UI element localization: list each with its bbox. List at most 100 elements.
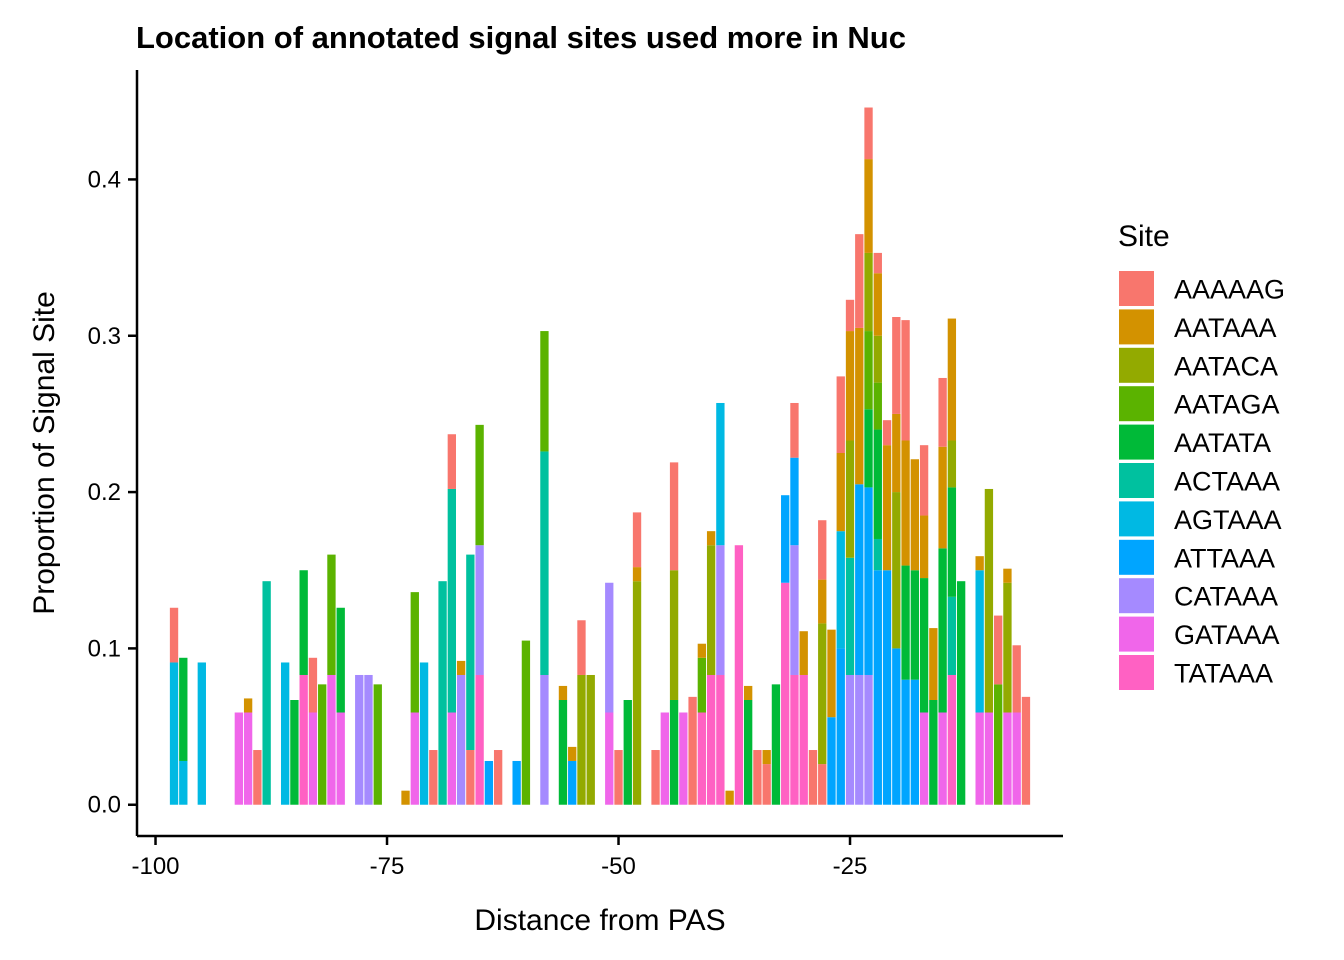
y-tick-label: 0.0 (88, 792, 121, 819)
bar-segment-x37-tataaa-0 (734, 545, 744, 805)
bar-segment-x32-attaaa-1 (781, 495, 790, 583)
x-tick-label: -50 (601, 853, 636, 880)
bar-segment-x90-aataaa-1 (243, 698, 253, 713)
bar-segment-x56-aataaa-1 (558, 685, 568, 700)
bar-segment-x23-aataaa-5 (864, 159, 873, 253)
bar-segment-x54-aataca-0 (577, 674, 586, 805)
bar-segment-x72-gataaa-0 (410, 712, 419, 805)
bar-segment-x85-aatata-0 (290, 700, 299, 805)
bar-segment-x16-aatata-0 (929, 700, 938, 805)
bar-segment-x34-aaaaag-0 (762, 764, 771, 805)
bar-segment-x66-aaaaag-0 (466, 750, 475, 805)
bar-segment-x24-attaaa-1 (855, 484, 864, 675)
bar-segment-x58-aataga-2 (540, 331, 549, 452)
legend-swatch-cataaa (1119, 578, 1154, 614)
legend-swatch-tataaa (1119, 655, 1154, 690)
bar-segment-x22-aataga-3 (873, 382, 882, 430)
bar-segment-x56-aatata-0 (558, 700, 568, 805)
bar-segment-x48-aataaa-1 (632, 567, 642, 582)
bar-segment-x51-cataaa-1 (605, 582, 614, 713)
legend-label-aataaa: AATAAA (1174, 313, 1277, 343)
bar-segment-x97-agtaaa-0 (179, 760, 188, 805)
legend-swatch-gataaa (1119, 616, 1154, 652)
bar-segment-x44-aatata-0 (669, 700, 679, 805)
bar-segment-x55-attaaa-0 (568, 760, 577, 805)
bar-segment-x41-aataaa-2 (697, 643, 707, 658)
bar-segment-x15-aatata-1 (938, 548, 947, 713)
bar-segment-x90-gataaa-0 (243, 712, 253, 805)
bar-segment-x65-aataga-2 (475, 424, 484, 546)
bar-segment-x30-aataaa-1 (799, 631, 808, 675)
bar-segment-x81-gataaa-0 (327, 674, 336, 805)
bar-segment-x22-actaaa-1 (873, 538, 882, 571)
bar-segment-x65-tataaa-0 (475, 674, 484, 805)
bar-segment-x21-aataaa-1 (882, 445, 892, 571)
bar-segment-x34-aataaa-1 (762, 750, 771, 765)
bar-segment-x36-aatata-0 (743, 700, 753, 805)
bar-segment-x14-aataca-3 (947, 440, 957, 488)
bar-segment-x44-aataca-1 (669, 570, 679, 700)
bar-segment-x25-cataaa-0 (845, 674, 855, 805)
bar-segment-x76-aataga-0 (373, 684, 382, 805)
bar-segment-x28-aataaa-2 (818, 579, 827, 624)
bar-segment-x19-aataaa-2 (901, 440, 910, 566)
bar-segment-x39-agtaaa-2 (716, 402, 725, 546)
bar-segment-x25-aataaa-3 (845, 331, 855, 441)
bar-segment-x84-aatata-1 (299, 570, 308, 675)
x-axis-ticks: -100 -75 -50 -25 (131, 836, 867, 880)
bar-segment-x26-attaaa-0 (836, 648, 845, 805)
bar-segment-x26-aaaaag-3 (836, 376, 845, 453)
bar-segment-x22-aatata-2 (873, 429, 882, 539)
bar-segment-x11-agtaaa-1 (975, 570, 984, 713)
bar-segment-x44-aaaaag-2 (669, 462, 679, 571)
bar-segment-x46-aaaaag-0 (651, 750, 660, 805)
legend-swatch-aataca (1119, 347, 1154, 383)
bar-segment-x45-gataaa-0 (660, 712, 669, 805)
bar-segment-x22-aaaaag-6 (873, 252, 882, 274)
bar-segment-x33-aatata-0 (771, 684, 781, 805)
y-tick-label: 0.3 (88, 323, 121, 350)
y-tick-label: 0.4 (88, 166, 121, 193)
bar-segment-x98-agtaaa-0 (169, 662, 179, 805)
legend: Site AAAAAG AATAAA AATACA AATAGA AATATA ACTAA… (1118, 220, 1285, 690)
bar-segment-x69-actaaa-0 (438, 581, 447, 805)
legend-title: Site (1118, 220, 1170, 253)
bar-segment-x36-aataaa-1 (743, 685, 753, 700)
bar-segment-x8-aataca-1 (1003, 582, 1012, 713)
bar-segment-x20-aataaa-2 (892, 413, 901, 493)
bar-segment-x19-attaaa-0 (901, 679, 910, 805)
bar-segment-x49-aatata-0 (623, 700, 632, 805)
bar-segment-x15-aaaaag-3 (938, 377, 947, 447)
bar-segment-x68-actaaa-1 (447, 488, 456, 713)
bar-segment-x23-attaaa-1 (864, 487, 873, 675)
bar-segment-x9-aataga-0 (994, 684, 1003, 805)
bar-segment-x35-aaaaag-0 (753, 750, 762, 805)
bar-segment-x54-aaaaag-1 (577, 620, 586, 675)
bar-segment-x65-cataaa-1 (475, 545, 484, 675)
bar-segment-x88-actaaa-0 (262, 581, 271, 805)
bar-segment-x40-aataca-1 (706, 545, 716, 675)
legend-label-aataga: AATAGA (1174, 390, 1280, 420)
bar-segment-x48-aaaaag-2 (632, 512, 642, 568)
y-axis-title: Proportion of Signal Site (28, 291, 61, 615)
bar-segment-x63-aaaaag-0 (493, 750, 503, 805)
y-tick-label: 0.2 (88, 479, 121, 506)
x-tick-label: -100 (131, 853, 179, 880)
legend-swatch-aataaa (1119, 309, 1154, 345)
bar-segment-x26-agtaaa-1 (836, 531, 845, 649)
bar-segment-x89-aaaaag-0 (253, 750, 262, 805)
bar-segment-x29-aaaaag-0 (808, 750, 818, 805)
bar-segment-x19-aaaaag-3 (901, 320, 910, 441)
bar-segment-x17-aataaa-2 (919, 515, 929, 579)
bar-segment-x55-aataaa-1 (568, 746, 577, 761)
bar-segment-x26-aataaa-2 (836, 453, 845, 532)
bar-segment-x41-aataga-1 (697, 657, 707, 713)
bar-segment-x27-attaaa-0 (827, 717, 836, 805)
legend-swatch-attaaa (1119, 539, 1154, 575)
bar-segment-x14-tataaa-0 (947, 674, 957, 805)
bar-segment-x17-gataaa-0 (919, 712, 929, 805)
x-tick-label: -25 (833, 853, 868, 880)
bar-segment-x84-tataaa-0 (299, 674, 308, 805)
bar-segment-x20-aaaaag-3 (892, 317, 901, 414)
bar-segment-x73-aataaa-0 (401, 790, 410, 805)
